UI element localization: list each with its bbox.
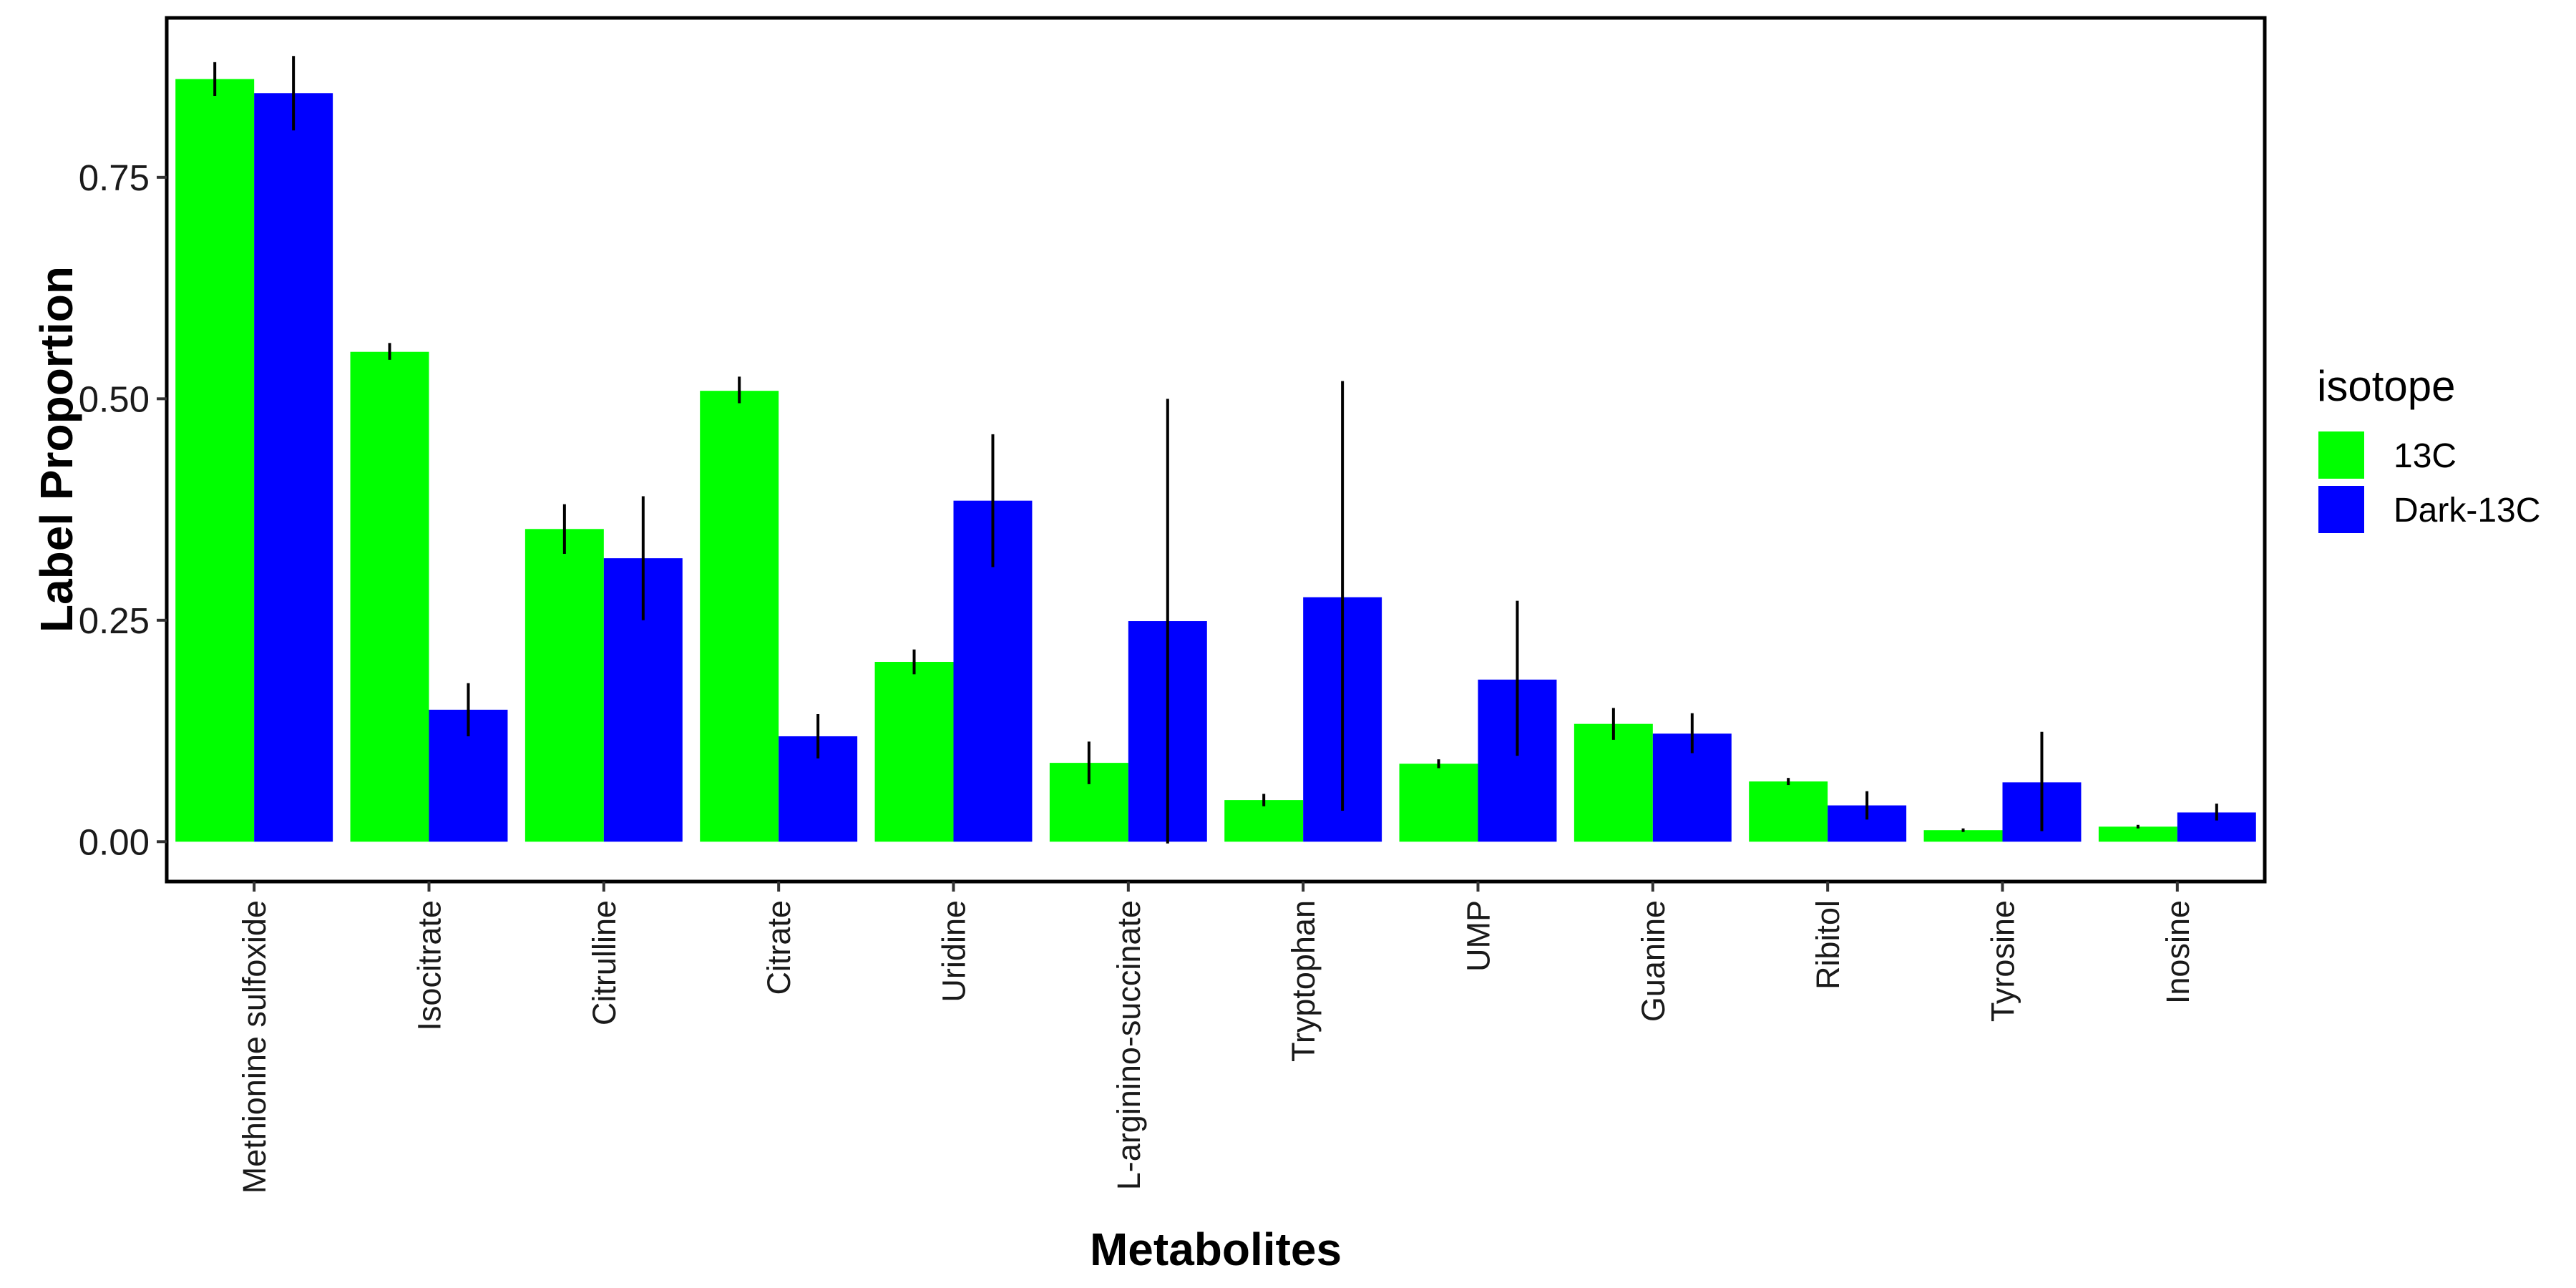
x-tick-label-inosine: Inosine [2160,900,2196,1004]
plot-panel-border [165,16,2267,884]
y-tick-label-0-00: 0.00 [79,821,150,862]
y-tick-label-0-50: 0.50 [79,379,150,419]
legend-swatch-13c [2318,431,2364,479]
bar-13c-ump [1399,763,1478,842]
y-tick-label-0-75: 0.75 [79,157,150,198]
legend: isotope 13C Dark-13C [2317,362,2540,533]
y-axis-title: Label Proportion [31,266,82,633]
x-tick-label-methionine-sulfoxide: Methionine sulfoxide [236,900,273,1194]
legend-swatch-dark-13c [2318,486,2364,533]
x-tick-label-uridine: Uridine [936,900,972,1002]
bar-13c-ribitol [1749,781,1828,842]
errorbars-layer [213,56,2218,844]
bar-13c-tyrosine [1923,830,2003,842]
bar-13c-guanine [1574,723,1653,842]
x-tick-label-isocitrate: Isocitrate [411,900,448,1031]
bar-13c-isocitrate [350,351,429,842]
x-axis-title: Metabolites [1090,1224,1342,1275]
x-tick-label-citrate: Citrate [761,900,797,995]
legend-label-13c: 13C [2394,437,2457,475]
bar-13c-uridine [874,661,954,842]
x-tick-label-tryptophan: Tryptophan [1285,900,1322,1062]
legend-label-dark-13c: Dark-13C [2394,492,2540,530]
x-tick-label-citrulline: Citrulline [586,900,623,1025]
bar-13c-inosine [2098,826,2177,842]
bar-dark-13c-methionine-sulfoxide [254,93,333,842]
x-axis: Methionine sulfoxide Isocitrate Citrulline… [236,882,2196,1194]
bar-13c-citrulline [525,529,604,842]
legend-title: isotope [2317,362,2455,410]
y-tick-label-0-25: 0.25 [79,600,150,641]
bar-13c-citrate [700,391,779,842]
y-axis: 0.00 0.25 0.50 0.75 [79,157,167,862]
x-tick-label-ribitol: Ribitol [1810,900,1846,990]
bar-13c-tryptophan [1224,800,1304,842]
x-tick-label-guanine: Guanine [1635,900,1672,1022]
x-tick-label-ump: UMP [1460,900,1497,972]
x-tick-label-l-arginino-succinate: L-arginino-succinate [1111,900,1147,1190]
x-tick-label-tyrosine: Tyrosine [1985,900,2021,1022]
bar-13c-methionine-sulfoxide [175,79,255,842]
